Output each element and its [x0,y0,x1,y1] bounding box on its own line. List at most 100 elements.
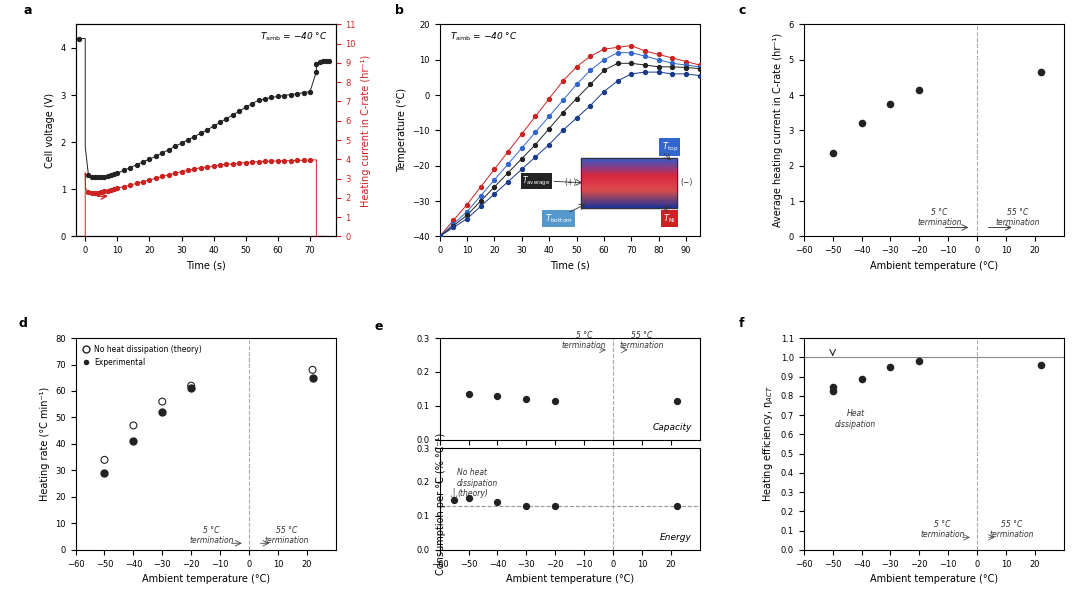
Point [853,375,870,384]
Point [262,92,280,102]
Y-axis label: Average heating current in C-rate (hr⁻¹): Average heating current in C-rate (hr⁻¹) [773,34,783,227]
Point [445,222,462,232]
Point [513,164,530,174]
Point [677,63,694,73]
Point [90,188,107,197]
Point [582,65,599,75]
Text: 5 °C
termination: 5 °C termination [189,526,233,545]
X-axis label: Time (s): Time (s) [550,261,590,271]
Point [80,187,97,197]
Point [282,90,299,100]
Point [147,152,164,161]
Point [1032,360,1050,370]
Point [499,177,516,186]
Point [609,43,626,53]
Point [103,185,120,195]
Point [517,394,535,404]
Point [1032,67,1050,77]
Point [96,172,113,181]
Point [125,436,143,446]
Point [667,396,685,406]
Point [212,160,229,170]
Point [609,48,626,57]
Point [303,373,321,382]
Point [431,232,448,241]
Point [472,191,489,200]
Point [103,170,120,180]
Point [623,41,640,51]
Point [853,119,870,128]
Point [664,53,681,63]
Text: Heat
dissipation: Heat dissipation [835,409,876,429]
Point [677,69,694,79]
Point [70,34,87,43]
Point [554,125,571,135]
Point [677,60,694,70]
Point [499,159,516,169]
Point [256,156,273,166]
Point [650,55,667,65]
Point [431,232,448,241]
Point [824,386,841,396]
Point [295,88,312,98]
Point [80,170,97,180]
Point [623,59,640,68]
Point [127,178,145,188]
Point [458,207,475,216]
Point [249,95,267,105]
Y-axis label: Heating efficiency, η$_{ACT}$: Heating efficiency, η$_{ACT}$ [761,386,775,502]
Point [489,391,507,401]
Point [554,95,571,105]
Point [218,114,235,123]
Point [582,79,599,89]
Point [199,125,216,135]
Point [499,168,516,178]
Point [595,55,612,65]
Point [609,59,626,68]
Point [199,162,216,172]
Point [513,154,530,164]
Point [288,156,306,166]
Point [179,166,197,175]
Point [527,111,544,121]
Point [527,152,544,162]
Point [166,142,184,152]
Point [256,94,273,104]
Point [166,168,184,178]
Point [445,219,462,229]
Point [636,51,653,61]
Point [623,48,640,57]
Point [881,362,899,372]
Point [179,135,197,145]
Point [262,156,280,166]
Text: e: e [375,320,383,333]
X-axis label: Time (s): Time (s) [186,261,226,271]
Point [225,159,242,169]
Point [486,182,503,192]
Point [582,51,599,61]
Point [301,87,319,97]
Point [288,89,306,98]
Text: a: a [24,4,32,17]
Text: 55 °C
termination: 55 °C termination [620,331,664,350]
Point [212,117,229,127]
Point [96,455,113,465]
Point [153,397,171,406]
Point [140,154,158,164]
Point [691,60,708,70]
Point [458,210,475,220]
Point [664,62,681,71]
Point [664,59,681,68]
Point [153,172,171,181]
Point [249,156,267,166]
Text: c: c [739,4,746,17]
Point [186,164,203,174]
Point [218,159,235,169]
Point [568,79,585,89]
Point [910,85,928,95]
Point [691,62,708,71]
Point [243,98,260,108]
Point [109,183,126,193]
Point [311,57,328,67]
Point [445,216,462,225]
